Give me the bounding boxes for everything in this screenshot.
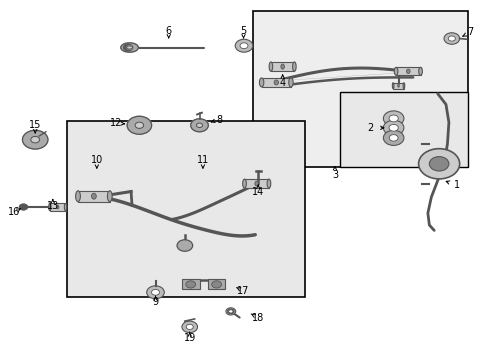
Text: 16: 16 bbox=[7, 207, 20, 217]
Circle shape bbox=[388, 115, 397, 122]
Ellipse shape bbox=[76, 191, 80, 202]
Circle shape bbox=[383, 130, 403, 145]
Ellipse shape bbox=[126, 46, 132, 49]
Text: 6: 6 bbox=[165, 26, 171, 36]
Circle shape bbox=[418, 149, 459, 179]
Bar bbox=[207, 279, 225, 289]
Text: 11: 11 bbox=[196, 155, 209, 165]
Ellipse shape bbox=[266, 179, 270, 188]
Ellipse shape bbox=[49, 203, 51, 211]
Bar bbox=[78, 191, 109, 202]
Text: 2: 2 bbox=[367, 123, 373, 133]
Circle shape bbox=[240, 43, 247, 49]
Ellipse shape bbox=[242, 179, 246, 188]
Ellipse shape bbox=[190, 119, 208, 132]
Circle shape bbox=[447, 36, 454, 41]
Bar bbox=[67, 121, 304, 297]
Bar bbox=[50, 203, 65, 211]
Circle shape bbox=[185, 281, 195, 288]
Circle shape bbox=[182, 321, 197, 333]
Text: 9: 9 bbox=[152, 297, 158, 307]
Bar bbox=[392, 83, 403, 89]
Bar bbox=[253, 11, 468, 167]
Text: 3: 3 bbox=[331, 170, 337, 180]
Ellipse shape bbox=[402, 83, 404, 89]
Text: 4: 4 bbox=[279, 78, 285, 88]
Ellipse shape bbox=[57, 205, 59, 209]
Ellipse shape bbox=[418, 67, 422, 75]
Text: 5: 5 bbox=[240, 26, 246, 36]
Text: 14: 14 bbox=[251, 186, 264, 197]
Circle shape bbox=[235, 39, 252, 52]
Circle shape bbox=[123, 44, 133, 51]
Bar bbox=[339, 92, 468, 167]
Circle shape bbox=[151, 289, 159, 295]
Circle shape bbox=[211, 281, 221, 288]
Circle shape bbox=[228, 310, 232, 313]
Circle shape bbox=[443, 33, 459, 44]
Text: 13: 13 bbox=[46, 201, 59, 211]
Circle shape bbox=[177, 240, 192, 251]
Ellipse shape bbox=[22, 130, 48, 149]
Ellipse shape bbox=[288, 78, 292, 87]
Ellipse shape bbox=[121, 43, 138, 52]
Circle shape bbox=[186, 324, 193, 329]
Circle shape bbox=[428, 157, 448, 171]
Ellipse shape bbox=[273, 80, 278, 85]
Circle shape bbox=[225, 308, 235, 315]
Text: 12: 12 bbox=[110, 118, 122, 128]
Circle shape bbox=[383, 120, 403, 135]
Bar bbox=[395, 67, 420, 75]
Ellipse shape bbox=[280, 64, 284, 69]
Ellipse shape bbox=[107, 191, 112, 202]
Circle shape bbox=[146, 286, 164, 299]
Text: 1: 1 bbox=[453, 180, 459, 190]
Text: 18: 18 bbox=[251, 312, 264, 323]
Ellipse shape bbox=[64, 203, 66, 211]
Ellipse shape bbox=[135, 122, 143, 129]
Text: 17: 17 bbox=[237, 286, 249, 296]
Bar bbox=[244, 179, 268, 188]
Ellipse shape bbox=[393, 67, 397, 75]
Circle shape bbox=[227, 309, 234, 314]
Text: 10: 10 bbox=[90, 155, 103, 165]
Circle shape bbox=[388, 125, 397, 131]
Ellipse shape bbox=[254, 181, 258, 186]
Text: 8: 8 bbox=[216, 114, 222, 125]
Circle shape bbox=[383, 111, 403, 126]
Ellipse shape bbox=[259, 78, 263, 87]
Ellipse shape bbox=[391, 83, 393, 89]
Circle shape bbox=[388, 135, 397, 141]
Ellipse shape bbox=[406, 69, 409, 73]
Ellipse shape bbox=[397, 84, 399, 87]
Ellipse shape bbox=[196, 123, 202, 127]
Circle shape bbox=[19, 204, 28, 210]
Bar bbox=[270, 62, 294, 71]
Ellipse shape bbox=[91, 193, 96, 199]
Text: 7: 7 bbox=[467, 27, 472, 37]
Text: 15: 15 bbox=[29, 120, 41, 130]
Ellipse shape bbox=[292, 62, 296, 71]
Bar bbox=[182, 279, 199, 289]
Ellipse shape bbox=[268, 62, 272, 71]
Ellipse shape bbox=[127, 116, 151, 134]
Text: 19: 19 bbox=[183, 333, 196, 343]
Ellipse shape bbox=[31, 136, 40, 143]
Bar bbox=[261, 78, 290, 87]
